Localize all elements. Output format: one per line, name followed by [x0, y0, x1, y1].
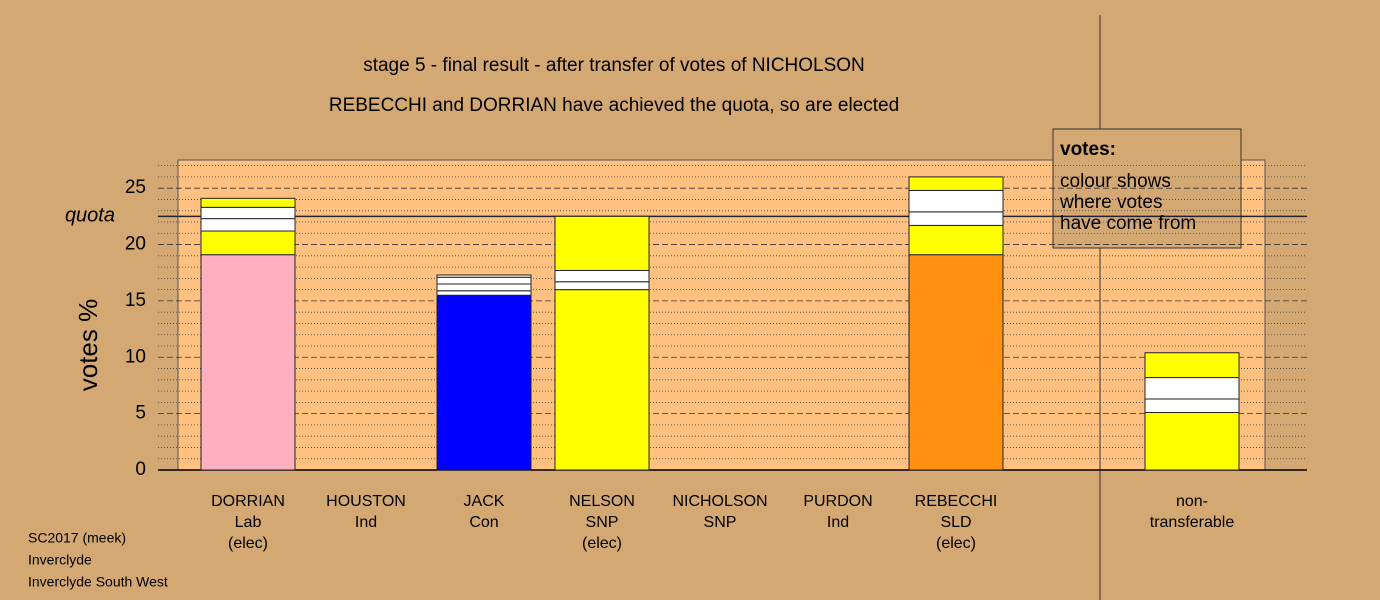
x-tick-label: (elec) [228, 535, 268, 552]
bar-segment [908, 224, 1004, 256]
bar-segment [1144, 352, 1240, 379]
x-tick-label: (elec) [582, 535, 622, 552]
bar-segment [554, 289, 650, 471]
x-tick-label: transferable [1150, 514, 1235, 531]
x-tick-label: JACK [464, 493, 505, 510]
x-tick-label: REBECCHI [915, 493, 998, 510]
x-tick-label: non- [1176, 493, 1208, 510]
x-tick-label: (elec) [936, 535, 976, 552]
bar-segment [200, 197, 296, 208]
footer-text: Inverclyde [28, 552, 92, 568]
bar-segment [436, 290, 532, 296]
x-tick-label: Ind [827, 514, 849, 531]
y-tick-label: 20 [125, 234, 146, 255]
footer-text: Inverclyde South West [28, 574, 168, 590]
bar-segment [554, 269, 650, 283]
bar-segment [554, 215, 650, 271]
x-tick-label: PURDON [803, 493, 872, 510]
bar-segment [1144, 412, 1240, 471]
legend: votes: [1052, 128, 1242, 249]
bar-segment [1144, 398, 1240, 414]
x-tick-label: Ind [355, 514, 377, 531]
chart-title: stage 5 - final result - after transfer … [363, 55, 865, 76]
chart-subtitle: REBECCHI and DORRIAN have achieved the q… [329, 95, 899, 116]
y-tick-label: 0 [135, 459, 146, 480]
x-tick-label: DORRIAN [211, 493, 285, 510]
bar-segment [200, 218, 296, 232]
bar-segment [200, 206, 296, 220]
bar-segment [908, 254, 1004, 471]
bar-segment [908, 189, 1004, 213]
bar-segment [200, 230, 296, 256]
bar-segment [436, 276, 532, 285]
x-tick-label: NICHOLSON [672, 493, 767, 510]
bar-segment [1144, 377, 1240, 400]
y-tick-label: 10 [125, 346, 146, 367]
legend-title: votes: [1060, 139, 1116, 160]
bar-segment [436, 283, 532, 292]
footer-text: SC2017 (meek) [28, 530, 126, 546]
y-tick-label: 15 [125, 290, 146, 311]
x-tick-label: SNP [704, 514, 737, 531]
x-tick-label: HOUSTON [326, 493, 406, 510]
legend-text: colour shows [1060, 171, 1171, 192]
bar-segment [554, 281, 650, 291]
x-tick-label: NELSON [569, 493, 635, 510]
bar-segment [908, 211, 1004, 226]
x-tick-label: Con [469, 514, 498, 531]
bar-segment [436, 274, 532, 278]
y-tick-label: 5 [135, 403, 146, 424]
y-axis-label: votes % [73, 299, 103, 392]
bar-segment [436, 294, 532, 471]
x-tick-label: SLD [940, 514, 971, 531]
bar-segment [908, 176, 1004, 191]
legend-text: have come from [1060, 213, 1196, 234]
x-tick-label: Lab [235, 514, 262, 531]
legend-text: where votes [1059, 192, 1162, 213]
quota-label: quota [65, 205, 115, 227]
bar-segment [200, 254, 296, 471]
y-tick-label: 25 [125, 177, 146, 198]
legend-box [1052, 128, 1242, 249]
x-tick-label: SNP [586, 514, 619, 531]
